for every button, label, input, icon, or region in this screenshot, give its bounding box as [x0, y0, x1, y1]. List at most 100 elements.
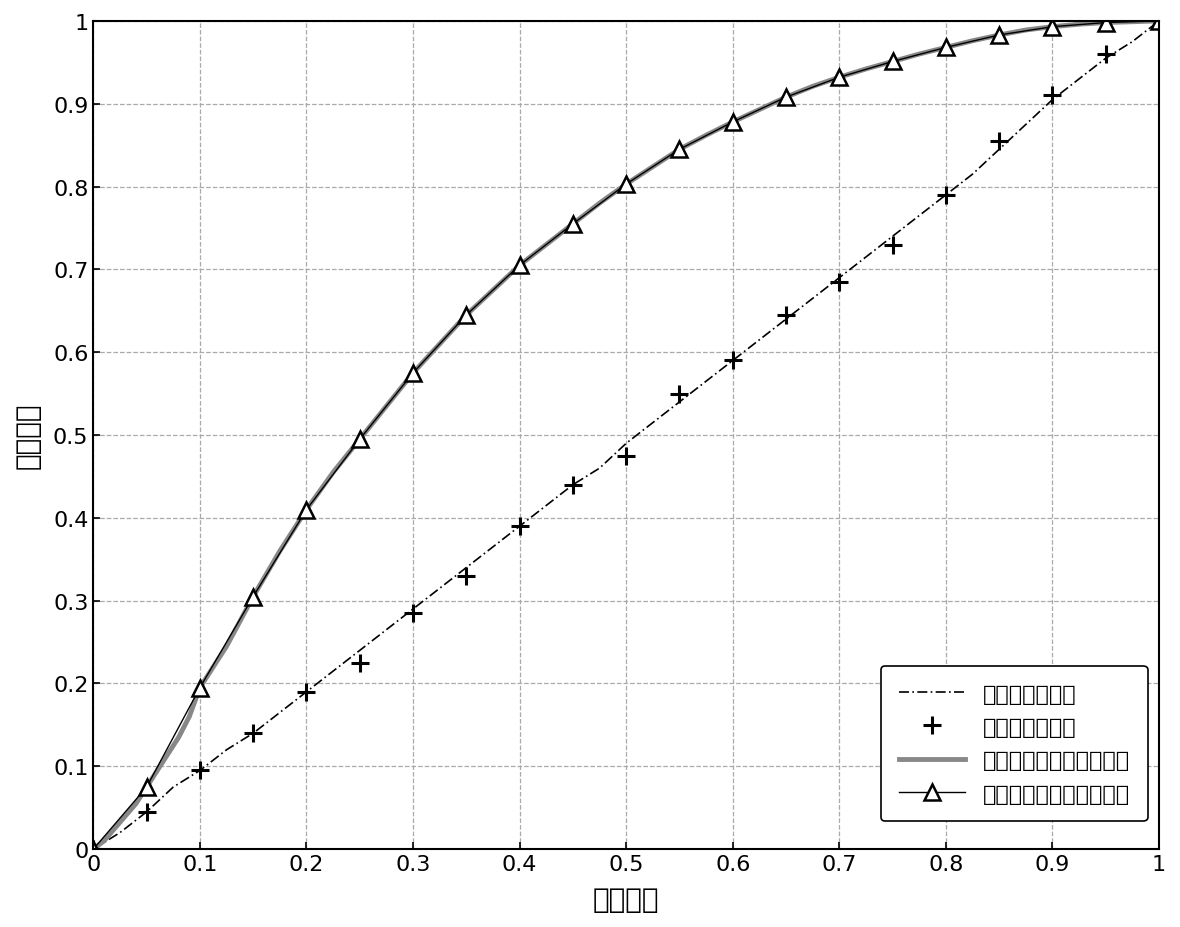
能量检测仿真値: [192, 765, 206, 776]
能量检测仿真値: [673, 388, 687, 400]
Line: 最优随机共振检测理论値: 最优随机共振检测理论値: [93, 22, 1159, 849]
最优随机共振检测理论値: [753, 105, 767, 116]
最优随机共振检测理论値: [118, 810, 132, 821]
能量检测理论値: [326, 666, 340, 677]
能量检测理论値: [726, 356, 740, 367]
能量检测仿真値: [832, 277, 846, 288]
最优随机共振检测仿真値: [885, 57, 899, 68]
能量检测理论値: [939, 190, 953, 201]
能量检测理论値: [539, 501, 553, 512]
能量检测仿真値: [300, 687, 314, 698]
能量检测理论値: [592, 464, 607, 475]
能量检测理论値: [673, 397, 687, 408]
最优随机共振检测仿真値: [406, 368, 420, 379]
能量检测理论値: [779, 314, 793, 325]
最优随机共振检测理论値: [247, 591, 261, 603]
最优随机共振检测理论値: [1018, 25, 1032, 36]
能量检测仿真値: [86, 844, 100, 855]
能量检测仿真値: [247, 728, 261, 739]
Y-axis label: 检测概率: 检测概率: [14, 402, 41, 469]
能量检测理论値: [566, 479, 581, 490]
最优随机共振检测理论値: [459, 310, 473, 321]
最优随机共振检测理论値: [486, 286, 500, 297]
能量检测理论値: [353, 645, 367, 656]
最优随机共振检测理论値: [673, 145, 687, 156]
能量检测理论値: [300, 687, 314, 698]
最优随机共振检测仿真値: [779, 93, 793, 104]
能量检测理论値: [192, 765, 206, 776]
能量检测仿真値: [779, 310, 793, 321]
最优随机共振检测理论値: [832, 72, 846, 83]
Line: 能量检测仿真値: 能量检测仿真値: [84, 13, 1168, 858]
最优随机共振检测理论値: [160, 748, 175, 759]
能量检测理论値: [753, 335, 767, 346]
能量检测理论値: [885, 232, 899, 243]
能量检测仿真値: [1152, 17, 1166, 28]
最优随机共振检测理论値: [620, 179, 634, 190]
能量检测仿真値: [512, 521, 526, 532]
最优随机共振检测理论値: [139, 781, 153, 793]
最优随机共振检测理论値: [592, 198, 607, 210]
最优随机共振检测理论値: [779, 93, 793, 104]
最优随机共振检测理论値: [1073, 19, 1087, 31]
能量检测理论値: [139, 806, 153, 818]
最优随机共振检测仿真値: [300, 504, 314, 515]
最优随机共振检测理论値: [1126, 17, 1140, 28]
能量检测理论値: [459, 563, 473, 574]
最优随机共振检测仿真値: [673, 145, 687, 156]
能量检测理论値: [512, 521, 526, 532]
最优随机共振检测理论値: [965, 36, 979, 47]
能量检测仿真値: [620, 451, 634, 462]
最优随机共振检测理论値: [129, 798, 143, 809]
最优随机共振检测理论値: [645, 162, 660, 173]
最优随机共振检测仿真値: [726, 117, 740, 128]
最优随机共振检测理论値: [192, 682, 206, 693]
最优随机共振检测仿真値: [939, 43, 953, 54]
最优随机共振检测仿真値: [1045, 22, 1060, 33]
最优随机共振检测理论値: [539, 240, 553, 251]
能量检测理论値: [379, 625, 393, 636]
最优随机共振检测理论値: [219, 641, 234, 652]
能量检测仿真値: [459, 571, 473, 582]
能量检测仿真値: [566, 479, 581, 490]
能量检测理论値: [247, 728, 261, 739]
能量检测理论値: [1073, 74, 1087, 85]
最优随机共振检测理论値: [353, 434, 367, 445]
能量检测理论値: [965, 170, 979, 181]
最优随机共振检测理论値: [97, 835, 111, 846]
最优随机共振检测理论値: [433, 339, 447, 350]
最优随机共振检测理论値: [912, 49, 926, 60]
能量检测理论値: [166, 781, 181, 793]
能量检测理论値: [86, 844, 100, 855]
最优随机共振检测理论値: [566, 219, 581, 230]
最优随机共振检测仿真値: [992, 31, 1007, 42]
能量检测仿真値: [353, 657, 367, 668]
能量检测仿真値: [992, 136, 1007, 147]
能量检测仿真値: [885, 240, 899, 251]
最优随机共振检测理论値: [150, 765, 164, 776]
能量检测理论値: [486, 541, 500, 552]
最优随机共振检测仿真値: [459, 310, 473, 321]
Legend: 能量检测理论値, 能量检测仿真値, 最优随机共振检测理论値, 最优随机共振检测仿真値: 能量检测理论値, 能量检测仿真値, 最优随机共振检测理论値, 最优随机共振检测仿…: [880, 667, 1148, 821]
能量检测理论値: [699, 376, 713, 387]
Line: 能量检测理论値: 能量检测理论値: [93, 22, 1159, 849]
最优随机共振检测仿真値: [353, 434, 367, 445]
能量检测理论値: [433, 583, 447, 594]
最优随机共振检测理论値: [86, 844, 100, 855]
最优随机共振检测理论値: [885, 57, 899, 68]
能量检测理论値: [832, 273, 846, 284]
最优随机共振检测理论値: [171, 732, 185, 743]
最优随机共振检测理论値: [1099, 18, 1113, 29]
能量检测仿真値: [1099, 49, 1113, 60]
Line: 最优随机共振检测仿真値: 最优随机共振检测仿真値: [85, 14, 1167, 857]
最优随机共振检测理论値: [300, 504, 314, 515]
最优随机共振检测理论値: [859, 64, 873, 75]
最优随机共振检测仿真値: [566, 219, 581, 230]
能量检测仿真値: [406, 608, 420, 619]
能量检测理论値: [620, 438, 634, 450]
最优随机共振检测仿真値: [247, 591, 261, 603]
能量检测理论値: [992, 145, 1007, 156]
能量检测理论値: [219, 744, 234, 756]
最优随机共振检测仿真値: [832, 72, 846, 83]
能量检测理论値: [806, 294, 820, 305]
